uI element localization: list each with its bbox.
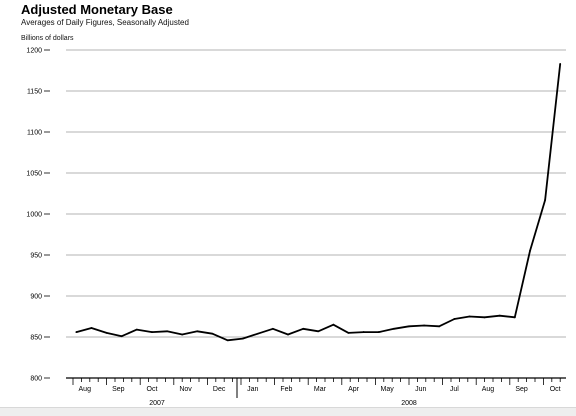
data-point	[287, 333, 289, 336]
y-tick-label: 1100	[27, 130, 42, 137]
x-tick-label: Oct	[550, 386, 561, 393]
series-layer	[75, 63, 562, 342]
data-point	[256, 332, 259, 335]
chart-title: Adjusted Monetary Base	[21, 2, 173, 17]
x-tick-label: Jul	[450, 386, 459, 393]
data-point	[498, 314, 501, 317]
data-point	[377, 331, 380, 333]
data-point	[90, 327, 93, 329]
y-tick-label: 800	[30, 376, 42, 383]
x-tick-label: Feb	[280, 386, 292, 393]
year-label: 2007	[149, 400, 165, 407]
x-tick-label: Sep	[112, 386, 125, 393]
data-point	[513, 316, 516, 319]
data-point	[483, 316, 486, 319]
x-tick-label: Aug	[482, 386, 495, 393]
series-line	[76, 63, 562, 342]
year-label: 2008	[401, 400, 417, 407]
data-point	[529, 250, 531, 252]
y-tick-label: 1200	[26, 48, 42, 55]
x-tick-label: Apr	[348, 386, 360, 393]
data-point	[166, 330, 168, 333]
data-point	[317, 330, 320, 333]
data-point	[211, 332, 214, 335]
y-axis-ticks: 800 850 900 950 1000 1050 1100 1150 1200	[26, 48, 50, 383]
x-tick-label: May	[381, 386, 395, 393]
data-point	[408, 325, 410, 328]
y-tick-label: 1150	[27, 89, 42, 96]
x-tick-label: Jun	[415, 386, 426, 393]
data-point	[135, 328, 138, 331]
data-point	[468, 315, 471, 318]
data-point	[453, 318, 456, 320]
y-tick-label: 1000	[26, 212, 42, 219]
y-tick-label: 900	[30, 294, 42, 301]
data-point	[120, 335, 123, 338]
data-point	[196, 330, 199, 333]
data-point	[423, 324, 426, 327]
data-point	[181, 333, 184, 336]
x-tick-label: Sep	[515, 386, 528, 393]
y-tick-label: 1050	[26, 171, 42, 178]
data-point	[332, 323, 335, 326]
y-tick-label: 950	[30, 253, 42, 260]
data-point	[226, 339, 229, 342]
data-point	[272, 327, 274, 330]
window-bottom-strip	[0, 407, 576, 416]
data-point	[241, 337, 244, 340]
y-axis-unit-label: Billions of dollars	[21, 35, 74, 42]
x-tick-label: Oct	[147, 386, 158, 393]
data-point	[559, 63, 562, 65]
x-tick-label: Aug	[79, 386, 92, 393]
x-tick-label: Mar	[314, 386, 327, 393]
chart-subtitle: Averages of Daily Figures, Seasonally Ad…	[21, 18, 189, 27]
data-point	[75, 331, 78, 333]
data-point	[362, 331, 365, 333]
data-point	[302, 327, 305, 330]
data-point	[438, 325, 441, 328]
data-point	[347, 332, 350, 334]
data-point	[151, 331, 153, 333]
x-tick-label: Jan	[247, 386, 258, 393]
x-tick-label: Dec	[213, 386, 226, 393]
gridlines	[66, 49, 566, 379]
x-tick-label: Nov	[179, 386, 192, 393]
y-tick-label: 850	[30, 335, 42, 342]
data-point	[392, 327, 395, 330]
data-point	[105, 332, 108, 334]
data-point	[544, 199, 546, 201]
x-axis: Aug Sep Oct Nov Dec Jan Feb Mar Apr May Jun Jul Aug S…	[72, 378, 561, 407]
